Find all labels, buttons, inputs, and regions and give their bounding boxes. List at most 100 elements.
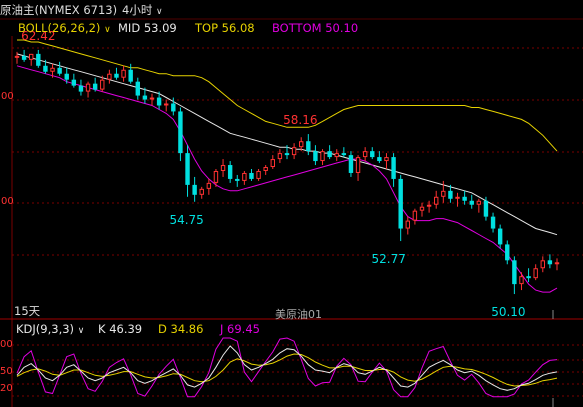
- candle-body: [362, 151, 368, 158]
- candle-body: [320, 151, 325, 162]
- candle-down: [57, 61, 62, 76]
- candle-body: [171, 103, 176, 112]
- candle-body: [370, 151, 375, 158]
- candle-down: [497, 224, 503, 249]
- candle-body: [476, 200, 482, 205]
- price-annotation: 58.16: [283, 113, 317, 127]
- candle-down: [78, 79, 84, 96]
- candle-up: [320, 149, 325, 166]
- candle-up: [540, 256, 545, 273]
- candle-body: [469, 200, 474, 205]
- candle-body: [526, 276, 531, 279]
- candles: [14, 49, 560, 295]
- candle-body: [519, 276, 524, 285]
- candle-body: [36, 53, 41, 66]
- candle-down: [21, 49, 27, 62]
- candle-down: [377, 151, 382, 164]
- boll-top-line: [17, 39, 558, 152]
- chevron-down-icon: ∨: [77, 326, 85, 336]
- candle-down: [142, 87, 148, 104]
- candle-body: [192, 184, 197, 195]
- kdj-axis-tick: 20: [0, 383, 13, 394]
- price-annotation: 54.75: [169, 213, 203, 227]
- boll-indicator-selector[interactable]: BOLL(26,26,2) ∨: [18, 21, 111, 35]
- candle-up: [554, 258, 560, 271]
- candle-up: [476, 198, 482, 213]
- kdj-k-line: [16, 345, 558, 391]
- kdj-lines: [16, 337, 558, 398]
- candle-down: [448, 184, 453, 203]
- price-annotation: 50.10: [491, 305, 525, 319]
- period-selector[interactable]: 4小时 ∨: [122, 2, 163, 18]
- candle-down: [327, 145, 332, 160]
- candle-body: [206, 182, 212, 189]
- candle-body: [121, 69, 126, 78]
- candle-down: [71, 73, 77, 88]
- candle-up: [242, 170, 247, 185]
- candle-down: [490, 212, 496, 233]
- candle-up: [149, 93, 155, 106]
- y-axis-tick: 00: [1, 196, 14, 207]
- candle-down: [227, 161, 233, 183]
- boll-top-value: TOP 56.08: [195, 21, 255, 35]
- candle-down: [135, 77, 140, 100]
- candle-body: [114, 73, 119, 78]
- candle-body: [306, 141, 311, 152]
- candle-body: [142, 95, 148, 100]
- candle-body: [128, 69, 133, 82]
- candle-up: [270, 155, 275, 169]
- candle-down: [178, 107, 183, 162]
- grid-lines: [0, 18, 583, 407]
- candle-body: [263, 167, 268, 171]
- candle-body: [348, 155, 354, 173]
- candle-body: [249, 172, 254, 179]
- candle-body: [71, 79, 77, 86]
- candle-body: [21, 55, 27, 60]
- candle-up: [263, 165, 268, 175]
- kdj-d-value: D 34.86: [158, 322, 204, 336]
- candle-up: [100, 75, 105, 92]
- boll-label: BOLL(26,26,2): [18, 21, 101, 35]
- y-axis-tick: 00: [1, 91, 14, 102]
- candle-body: [462, 196, 467, 201]
- candle-body: [448, 190, 453, 199]
- candle-body: [377, 157, 382, 162]
- boll-mid-line: [16, 53, 558, 236]
- candle-body: [490, 216, 496, 229]
- kdj-label: KDJ(9,3,3): [16, 322, 75, 336]
- candle-down: [505, 240, 510, 265]
- candle-body: [242, 172, 247, 181]
- candle-body: [149, 97, 155, 100]
- candle-body: [50, 67, 55, 72]
- candle-down: [156, 91, 162, 110]
- candle-body: [512, 260, 517, 285]
- candle-up: [107, 69, 112, 84]
- candle-down: [341, 147, 347, 158]
- kdj-k-value: K 46.39: [98, 322, 143, 336]
- candle-body: [135, 81, 140, 96]
- candle-down: [313, 145, 318, 166]
- candle-down: [249, 169, 254, 181]
- candle-body: [92, 83, 98, 90]
- candle-body: [540, 260, 545, 269]
- candle-body: [185, 153, 190, 185]
- candle-down: [235, 174, 240, 187]
- candle-down: [483, 196, 489, 221]
- kdj-j-value: J 69.45: [220, 322, 260, 336]
- kdj-indicator-selector[interactable]: KDJ(9,3,3) ∨: [16, 322, 84, 336]
- candle-body: [384, 157, 389, 162]
- period-label: 4小时: [122, 3, 153, 17]
- candle-body: [455, 196, 460, 199]
- candle-up: [412, 208, 418, 225]
- candle-body: [505, 244, 510, 261]
- candle-body: [533, 268, 538, 279]
- candle-body: [554, 262, 560, 265]
- candle-body: [14, 55, 20, 58]
- candle-body: [164, 103, 169, 106]
- candle-body: [220, 165, 226, 171]
- candle-down: [171, 97, 176, 116]
- candle-down: [391, 153, 396, 187]
- candle-body: [156, 97, 162, 106]
- candle-up: [50, 63, 55, 78]
